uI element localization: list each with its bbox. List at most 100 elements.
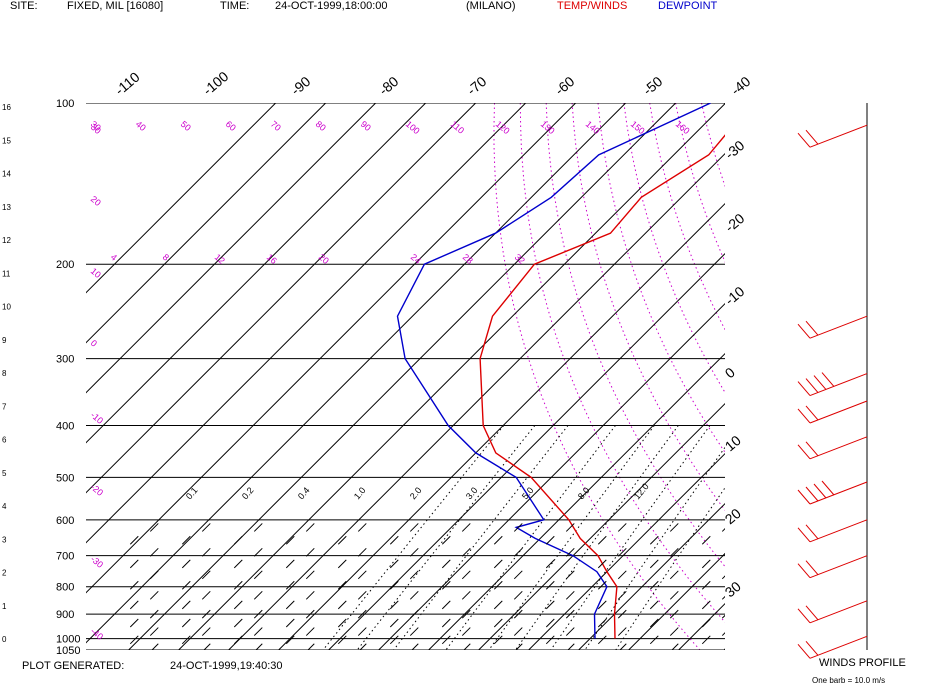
moisture-tick — [493, 580, 503, 590]
isotherm-label: -90 — [288, 73, 314, 98]
legend-temp: TEMP/WINDS — [557, 0, 628, 12]
moisture-tick — [181, 635, 191, 645]
height-tick-label: 14 — [2, 170, 11, 179]
isotherm-line — [86, 103, 377, 394]
isotherm-line — [428, 352, 725, 650]
isotherm-label: 10 — [722, 432, 744, 454]
moisture-tick — [389, 559, 399, 569]
moisture-tick — [149, 609, 159, 619]
moisture-tick — [721, 614, 725, 619]
isotherm-label: -80 — [376, 73, 402, 98]
moisture-tick — [285, 535, 295, 545]
isotherm-line — [86, 103, 477, 494]
wind-barb-feather — [805, 129, 819, 145]
moisture-tick — [357, 570, 367, 580]
moisture-tick — [597, 559, 607, 569]
moisture-tick — [721, 528, 725, 532]
moisture-tick — [461, 627, 471, 636]
site-label: SITE: — [10, 0, 38, 12]
wind-barb-feather — [805, 320, 819, 336]
adiabat-label: 100 — [404, 119, 422, 136]
moisture-tick — [617, 570, 627, 580]
mixing-ratio-label: 0.4 — [296, 485, 312, 501]
height-tick-label: 4 — [2, 502, 7, 511]
adiabat-label: 90 — [359, 119, 373, 133]
isotherm-label: -10 — [722, 283, 748, 308]
moisture-tick — [201, 547, 211, 557]
moisture-tick — [513, 627, 523, 636]
wind-barb-feather — [797, 527, 811, 543]
wind-barb-feather — [797, 444, 811, 460]
height-tick-label: 11 — [2, 269, 11, 278]
height-tick-label: 13 — [2, 203, 11, 212]
moisture-tick — [181, 559, 191, 569]
moisture-tick — [441, 635, 451, 645]
moisture-tick — [129, 580, 139, 590]
theta-e-label: 8 — [161, 252, 171, 263]
moisture-tick — [253, 609, 263, 619]
moisture-tick — [701, 535, 711, 545]
wind-barb-feather — [797, 643, 811, 659]
wind-barb-staff — [809, 436, 868, 460]
wind-barb-feather — [797, 408, 811, 424]
moisture-tick — [409, 609, 419, 619]
moisture-tick — [233, 618, 243, 628]
moisture-tick — [515, 643, 523, 650]
moisture-tick — [389, 535, 399, 545]
isotherm-line — [278, 202, 725, 650]
moisture-tick — [597, 535, 607, 545]
moisture-tick — [233, 535, 243, 545]
dry-adiabat — [649, 103, 725, 331]
mixing-ratio-label: 0.2 — [240, 485, 256, 501]
mixing-ratio-line — [322, 425, 505, 650]
moisture-tick — [357, 609, 367, 619]
moisture-tick — [201, 570, 211, 580]
moisture-tick — [411, 643, 419, 650]
moisture-tick — [463, 643, 471, 650]
moisture-tick — [617, 627, 627, 636]
dewpoint-line — [396, 103, 711, 639]
moisture-tick — [233, 559, 243, 569]
moisture-tick — [701, 618, 711, 628]
isotherm-line — [678, 602, 725, 650]
moisture-tick — [151, 643, 159, 650]
generated-value: 24-OCT-1999,19:40:30 — [170, 660, 283, 672]
moisture-tick — [337, 559, 347, 569]
moisture-tick — [337, 635, 347, 645]
theta-e-label: 28 — [461, 252, 475, 266]
moisture-tick — [337, 535, 347, 545]
moisture-tick — [461, 609, 471, 619]
theta-e-label: 20 — [317, 252, 331, 266]
moisture-tick — [617, 547, 627, 557]
station-name: (MILANO) — [466, 0, 516, 12]
isotherm-label: 30 — [722, 578, 744, 600]
moisture-tick — [337, 618, 347, 628]
wind-barb-staff — [809, 635, 868, 659]
theta-e-label: 32 — [513, 252, 527, 266]
moisture-tick — [461, 547, 471, 557]
moisture-tick — [493, 600, 503, 610]
moisture-tick — [617, 590, 627, 600]
adiabat-label: 70 — [269, 119, 283, 133]
pressure-tick-label: 800 — [56, 582, 74, 594]
mixing-ratio-line — [445, 425, 616, 650]
dry-adiabat — [753, 103, 928, 650]
wind-barb-feather — [797, 563, 811, 579]
left-adiabat-label: 10 — [89, 266, 103, 280]
moisture-tick — [545, 580, 555, 590]
isotherm-label: -70 — [464, 73, 490, 98]
theta-e-label: 12 — [213, 252, 227, 266]
wind-barb-staff — [809, 555, 868, 579]
height-tick-label: 16 — [2, 103, 11, 112]
moisture-tick — [129, 635, 139, 645]
moisture-tick — [617, 523, 627, 532]
moisture-tick — [701, 580, 711, 590]
pressure-tick-label: 1000 — [56, 634, 80, 646]
moisture-tick — [441, 559, 451, 569]
isotherm-line — [328, 252, 725, 650]
moisture-tick — [201, 627, 211, 636]
moisture-tick — [255, 643, 263, 650]
moisture-tick — [441, 600, 451, 610]
wind-barb-staff — [809, 124, 868, 148]
wind-barb-feather — [813, 483, 827, 499]
